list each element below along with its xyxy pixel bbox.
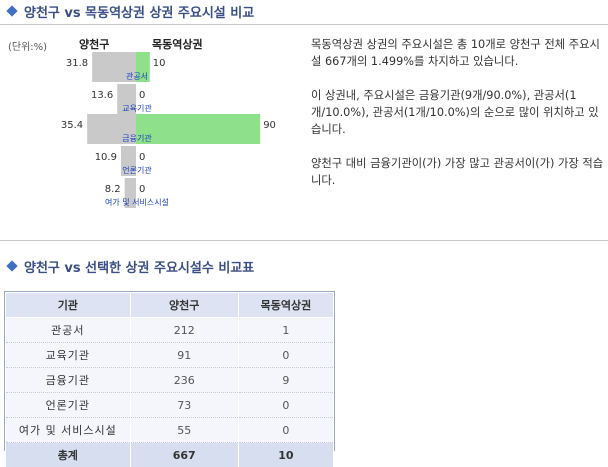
header-cell-mokdong: 목동역상권 — [238, 293, 333, 318]
section-title-text: 양천구 vs 선택한 상권 주요시설수 비교표 — [24, 257, 254, 276]
facility-name-cell: 금융기관 — [6, 368, 131, 393]
right-bar — [136, 114, 260, 144]
category-label: 금융기관 — [122, 133, 152, 143]
section-title-table: 양천구 vs 선택한 상권 주요시설수 비교표 — [4, 255, 254, 277]
facility-name-cell: 언론기관 — [6, 393, 131, 418]
mokdong-count-cell: 1 — [238, 318, 333, 343]
left-value-label: 13.6 — [91, 90, 113, 101]
right-value-label: 90 — [263, 120, 276, 131]
diverging-bar-chart: 31.8 10 관공서 13.6 0 교육기관 35.4 90 금융기관 10.9 0 언론기관8.2… — [0, 0, 300, 225]
right-value-label: 10 — [153, 58, 166, 69]
description-text: 목동역상권 상권의 주요시설은 총 10개로 양천구 전체 주요시설 667개의… — [311, 36, 608, 206]
header-cell-yangcheon: 양천구 — [130, 293, 238, 318]
description-paragraph-3: 양천구 대비 금융기관이(가) 가장 많고 관공서이(가) 가장 적습니다. — [311, 155, 608, 189]
facility-name-cell: 관공서 — [6, 318, 131, 343]
facility-name-cell: 교육기관 — [6, 343, 131, 368]
total-label-cell: 총계 — [6, 443, 131, 467]
section-divider — [0, 240, 608, 241]
yangcheon-count-cell: 212 — [130, 318, 238, 343]
mokdong-count-cell: 9 — [238, 368, 333, 393]
table-row: 여가 및 서비스시설 55 0 — [6, 418, 334, 443]
right-value-label: 0 — [139, 184, 145, 195]
total-yangcheon-cell: 667 — [130, 443, 238, 467]
category-label: 관공서 — [126, 71, 148, 81]
diamond-bullet-icon — [6, 260, 17, 271]
mokdong-count-cell: 0 — [238, 393, 333, 418]
description-paragraph-2: 이 상권내, 주요시설은 금융기관(9개/90.0%), 관공서(1개/10.0… — [311, 87, 608, 138]
left-value-label: 10.9 — [95, 152, 117, 163]
yangcheon-count-cell: 55 — [130, 418, 238, 443]
mokdong-count-cell: 0 — [238, 418, 333, 443]
yangcheon-count-cell: 91 — [130, 343, 238, 368]
total-mokdong-cell: 10 — [238, 443, 333, 467]
table-total-row: 총계 667 10 — [6, 443, 334, 467]
comparison-table: 기관 양천구 목동역상권 관공서 212 1 교육기관 91 0 금융기관 23… — [4, 291, 335, 451]
left-value-label: 35.4 — [61, 120, 83, 131]
yangcheon-count-cell: 73 — [130, 393, 238, 418]
description-paragraph-1: 목동역상권 상권의 주요시설은 총 10개로 양천구 전체 주요시설 667개의… — [311, 36, 608, 70]
right-value-label: 0 — [139, 152, 145, 163]
facility-name-cell: 여가 및 서비스시설 — [6, 418, 131, 443]
header-cell-facility: 기관 — [6, 293, 131, 318]
table-row: 언론기관 73 0 — [6, 393, 334, 418]
right-value-label: 0 — [139, 90, 145, 101]
table-row: 교육기관 91 0 — [6, 343, 334, 368]
mokdong-count-cell: 0 — [238, 343, 333, 368]
table-header-row: 기관 양천구 목동역상권 — [6, 293, 334, 318]
table-row: 금융기관 236 9 — [6, 368, 334, 393]
left-value-label: 31.8 — [66, 58, 88, 69]
category-label: 언론기관 — [122, 165, 152, 175]
yangcheon-count-cell: 236 — [130, 368, 238, 393]
left-value-label: 8.2 — [105, 184, 121, 195]
category-label: 여가 및 서비스시설 — [105, 197, 169, 207]
category-label: 교육기관 — [122, 103, 152, 113]
table-row: 관공서 212 1 — [6, 318, 334, 343]
